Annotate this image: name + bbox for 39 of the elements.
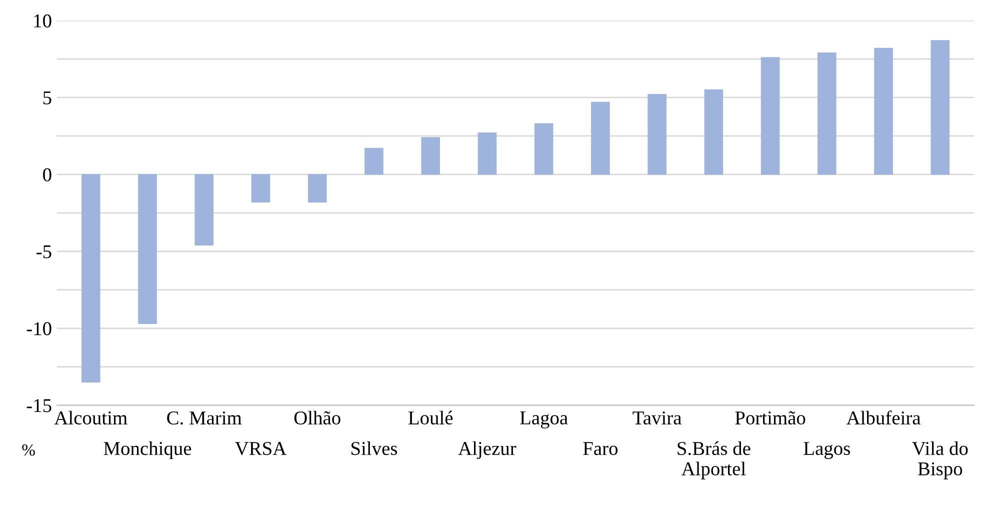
bar: [760, 57, 780, 175]
y-tick-label: -5: [36, 245, 52, 258]
x-tick-label: Alcoutim: [54, 410, 128, 425]
x-tick-label: Faro: [583, 442, 618, 456]
x-tick-label: Lagoa: [520, 412, 568, 428]
bar: [930, 40, 950, 175]
x-tick-label: Lagos: [804, 442, 850, 460]
bar: [534, 123, 554, 175]
x-tick-label: Silves: [352, 441, 398, 456]
bar: [194, 174, 214, 246]
y-tick-label: 5: [43, 91, 52, 104]
x-tick-label: VRSA: [235, 442, 287, 456]
x-tick-label: Portimão: [735, 411, 806, 425]
x-tick-label: Vila do Bispo: [912, 441, 968, 480]
bar: [138, 174, 157, 324]
x-tick-label: Aljezur: [458, 441, 516, 460]
bar: [818, 52, 836, 175]
x-tick-label: Albufeira: [846, 410, 921, 425]
bar: [81, 174, 100, 383]
bar: [308, 174, 327, 202]
x-tick-label: Tavira: [632, 411, 682, 425]
y-tick-label: -15: [26, 399, 52, 412]
x-tick-label: C. Marim: [167, 411, 242, 425]
x-tick-label: Olhão: [294, 410, 340, 425]
y-tick-label: 0: [43, 168, 52, 182]
bar: [648, 94, 666, 175]
y-tick-label: 10: [34, 14, 52, 28]
text: %: [22, 444, 35, 456]
bar: [421, 137, 440, 175]
x-tick-label: Monchique: [104, 441, 192, 460]
bar: [251, 174, 270, 202]
x-tick-label: Loulé: [408, 410, 453, 425]
x-tick-label: S.Brás de Alportel: [678, 441, 750, 480]
y-tick-label: -10: [26, 322, 52, 336]
bar: [591, 102, 610, 175]
bar: [478, 132, 497, 175]
bar: [704, 89, 724, 175]
bar: [874, 48, 893, 175]
bar: [364, 148, 384, 175]
